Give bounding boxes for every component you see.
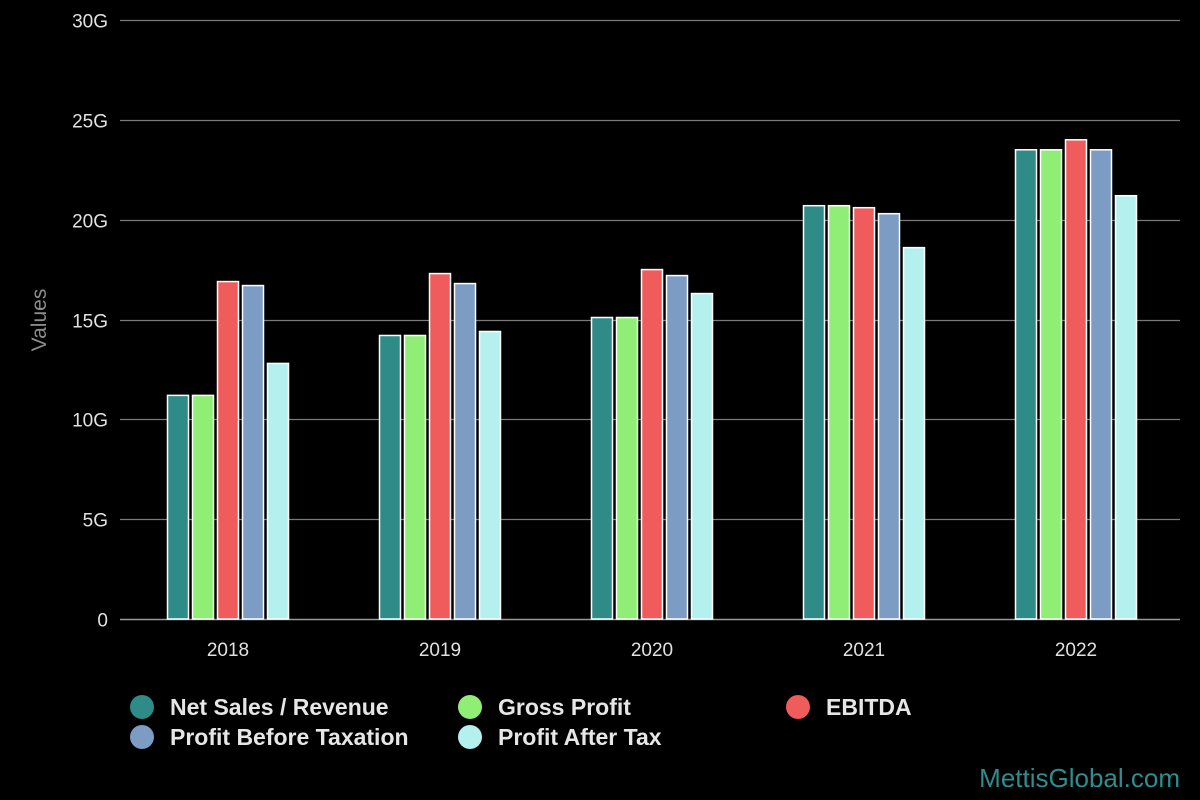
bar-chart: 0 5G 10G 15G 20G 25G 30G 2018 2019 2020 2021 2022 V… [28, 12, 1180, 662]
bar[interactable] [428, 272, 452, 620]
bar[interactable] [191, 394, 215, 620]
gridlines [120, 19, 1180, 621]
legend-item[interactable]: Net Sales / Revenue [130, 694, 458, 720]
y-tick-label: 5G [83, 511, 108, 532]
bar[interactable] [827, 204, 851, 620]
bar[interactable] [877, 212, 901, 620]
credit-watermark: MettisGlobal.com [979, 763, 1180, 793]
bar[interactable] [1039, 149, 1063, 620]
x-tick-label: 2019 [419, 640, 461, 661]
legend-label: EBITDA [826, 693, 912, 720]
bar[interactable] [478, 330, 502, 620]
bars [166, 139, 1138, 620]
legend-label: Net Sales / Revenue [170, 693, 389, 720]
bar[interactable] [590, 316, 614, 620]
bar[interactable] [403, 334, 427, 620]
bar[interactable] [166, 394, 190, 620]
bar[interactable] [615, 316, 639, 620]
x-tick-label: 2020 [631, 640, 673, 661]
bar[interactable] [266, 362, 290, 620]
y-tick-label: 10G [72, 411, 108, 432]
x-tick-label: 2022 [1055, 640, 1097, 661]
y-tick-label: 20G [72, 212, 108, 233]
bar[interactable] [665, 274, 689, 620]
y-tick-label: 0 [97, 611, 108, 632]
x-tick-label: 2021 [843, 640, 885, 661]
bar[interactable] [453, 282, 477, 620]
bar[interactable] [1014, 149, 1038, 620]
legend-swatch [458, 695, 482, 719]
bar[interactable] [640, 268, 664, 620]
legend-label: Profit After Tax [498, 723, 662, 750]
legend-swatch [786, 695, 810, 719]
bar[interactable] [802, 204, 826, 620]
legend-label: Gross Profit [498, 693, 631, 720]
legend-swatch [458, 725, 482, 749]
bar[interactable] [852, 206, 876, 620]
legend: Net Sales / Revenue Gross Profit EBITDA Pro… [130, 694, 1030, 750]
bar[interactable] [690, 292, 714, 620]
legend-label: Profit Before Taxation [170, 723, 409, 750]
legend-swatch [130, 695, 154, 719]
y-tick-label: 25G [72, 112, 108, 133]
legend-item[interactable]: EBITDA [786, 694, 1030, 720]
legend-item[interactable]: Profit Before Taxation [130, 724, 458, 750]
y-tick-label: 30G [72, 12, 108, 33]
legend-swatch [130, 725, 154, 749]
bar[interactable] [1064, 139, 1088, 620]
bar[interactable] [1089, 149, 1113, 620]
y-axis-title: Values [28, 289, 51, 352]
bar[interactable] [216, 280, 240, 620]
bar[interactable] [1114, 194, 1138, 620]
bar[interactable] [378, 334, 402, 620]
bar[interactable] [241, 284, 265, 620]
bar[interactable] [902, 246, 926, 620]
legend-item[interactable]: Gross Profit [458, 694, 786, 720]
axes: 0 5G 10G 15G 20G 25G 30G 2018 2019 2020 2021 2022 [72, 12, 1097, 662]
x-tick-label: 2018 [207, 640, 249, 661]
legend-item[interactable]: Profit After Tax [458, 724, 786, 750]
y-tick-label: 15G [72, 312, 108, 333]
